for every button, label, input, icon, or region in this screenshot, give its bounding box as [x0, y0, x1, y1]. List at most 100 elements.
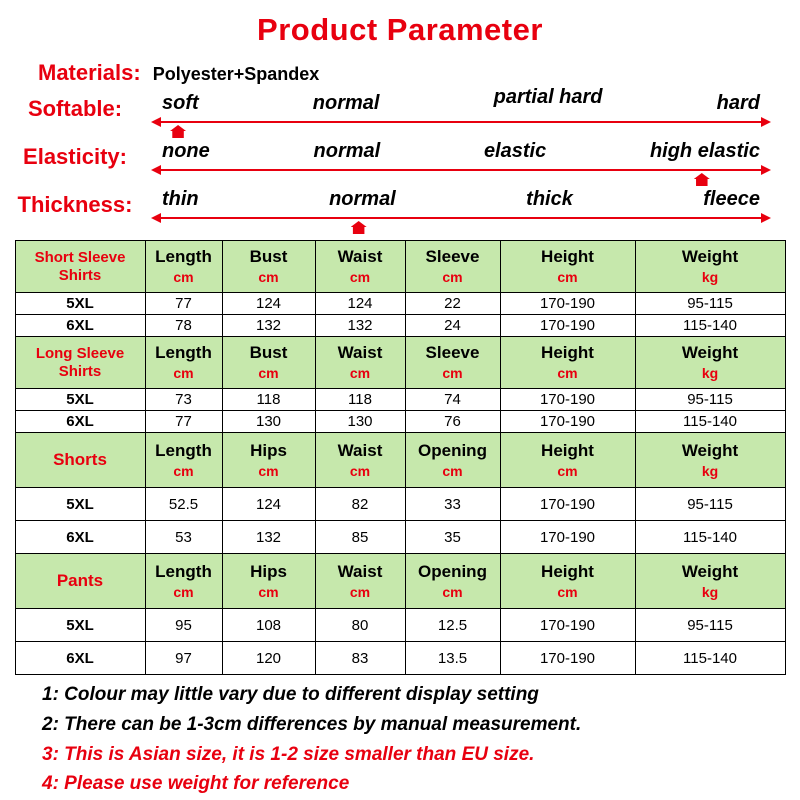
size-row: 5XL 73 118 118 74 170-190 95-115	[14, 388, 786, 411]
value-cell: 33	[404, 487, 501, 521]
value-cell: 24	[404, 314, 501, 337]
column-unit: cm	[258, 462, 279, 479]
section-name: Long Sleeve Shirts	[14, 336, 146, 389]
value-cell: 170-190	[499, 487, 636, 521]
value-cell: 115-140	[634, 520, 786, 554]
size-table: Short Sleeve Shirts Length cm Bust cm Waist cm…	[14, 240, 786, 675]
scale-option: normal	[313, 140, 381, 162]
column-header: Length cm	[144, 553, 223, 609]
column-unit: cm	[173, 365, 194, 382]
column-header: Length cm	[144, 240, 223, 293]
column-header: Hips cm	[221, 553, 316, 609]
column-unit: cm	[349, 462, 371, 479]
size-label: 5XL	[14, 487, 146, 521]
scale-row-softable: Softable: soft normal partial hard hard	[0, 86, 800, 138]
column-header: Waist cm	[314, 336, 406, 389]
scale-arrow-icon	[151, 213, 771, 234]
column-label: Sleeve	[425, 343, 480, 363]
column-unit: cm	[349, 365, 371, 382]
scale-option: normal	[312, 92, 380, 114]
column-unit: cm	[442, 583, 463, 600]
elasticity-label: Elasticity:	[23, 144, 127, 169]
size-label: 5XL	[14, 608, 146, 642]
value-cell: 115-140	[634, 410, 786, 433]
value-cell: 12.5	[404, 608, 501, 642]
size-label: 6XL	[14, 410, 146, 433]
column-header: Weight kg	[634, 432, 786, 488]
size-table-body: Short Sleeve Shirts Length cm Bust cm Waist cm…	[14, 240, 786, 675]
column-label: Bust	[249, 343, 288, 363]
column-label: Waist	[337, 247, 383, 267]
value-cell: 118	[221, 388, 316, 411]
column-label: Waist	[337, 561, 383, 581]
column-unit: cm	[442, 269, 463, 286]
value-cell: 35	[404, 520, 501, 554]
section-header-row: Shorts Length cm Hips cm Waist cm Opening cm Heig…	[14, 432, 786, 488]
scale-option: hard	[716, 92, 760, 114]
column-unit: cm	[258, 269, 279, 286]
column-header: Height cm	[499, 240, 636, 293]
value-cell: 170-190	[499, 410, 636, 433]
scale-row-elasticity: Elasticity: none normal elastic high ela…	[0, 136, 800, 186]
materials-value: Polyester+Spandex	[152, 64, 320, 84]
column-header: Height cm	[499, 336, 636, 389]
size-row: 6XL 78 132 132 24 170-190 115-140	[14, 314, 786, 337]
value-cell: 108	[221, 608, 316, 642]
section-header-row: Pants Length cm Hips cm Waist cm Opening cm Heigh…	[14, 553, 786, 609]
size-label: 6XL	[14, 641, 146, 675]
column-label: Length	[155, 561, 212, 581]
value-cell: 85	[314, 520, 406, 554]
thickness-label: Thickness:	[17, 192, 133, 217]
column-label: Weight	[681, 247, 739, 267]
column-unit: cm	[557, 462, 578, 479]
value-cell: 115-140	[634, 641, 786, 675]
column-label: Hips	[250, 440, 287, 460]
column-unit: cm	[258, 365, 279, 382]
scale-option: partial hard	[493, 86, 603, 108]
value-cell: 118	[314, 388, 406, 411]
value-cell: 82	[314, 487, 406, 521]
scale-option: fleece	[703, 188, 760, 210]
value-cell: 170-190	[499, 292, 636, 315]
scale-arrow-icon	[151, 117, 771, 138]
column-unit: cm	[258, 583, 279, 600]
column-header: Waist cm	[314, 240, 406, 293]
scale-options: none normal elastic high elastic	[150, 140, 772, 166]
value-cell: 132	[221, 520, 316, 554]
value-cell: 124	[221, 292, 316, 315]
value-cell: 170-190	[499, 388, 636, 411]
column-label: Height	[541, 343, 594, 363]
column-label: Waist	[337, 440, 383, 460]
value-cell: 170-190	[499, 608, 636, 642]
value-cell: 77	[144, 292, 223, 315]
value-cell: 74	[404, 388, 501, 411]
column-unit: cm	[349, 269, 371, 286]
value-cell: 95-115	[634, 487, 786, 521]
column-label: Bust	[249, 247, 288, 267]
value-cell: 132	[221, 314, 316, 337]
column-header: Length cm	[144, 432, 223, 488]
thickness-scale: thin normal thick fleece	[150, 184, 772, 234]
column-label: Hips	[250, 561, 287, 581]
value-cell: 115-140	[634, 314, 786, 337]
value-cell: 76	[404, 410, 501, 433]
scale-options: thin normal thick fleece	[150, 188, 772, 214]
size-label: 5XL	[14, 292, 146, 315]
column-label: Opening	[418, 440, 487, 460]
column-header: Waist cm	[314, 553, 406, 609]
scale-option: high elastic	[649, 140, 760, 162]
column-unit: kg	[701, 583, 719, 600]
column-label: Weight	[681, 561, 739, 581]
materials-row: Materials: Polyester+Spandex	[38, 60, 800, 86]
section-name: Short Sleeve Shirts	[14, 240, 146, 293]
value-cell: 13.5	[404, 641, 501, 675]
column-unit: kg	[701, 365, 719, 382]
column-header: Weight kg	[634, 553, 786, 609]
value-cell: 95-115	[634, 608, 786, 642]
section-header-row: Long Sleeve Shirts Length cm Bust cm Waist cm S…	[14, 336, 786, 389]
value-cell: 77	[144, 410, 223, 433]
scale-row-thickness: Thickness: thin normal thick fleece	[0, 184, 800, 234]
materials-label: Materials:	[38, 60, 141, 85]
column-label: Weight	[681, 440, 739, 460]
value-cell: 83	[314, 641, 406, 675]
